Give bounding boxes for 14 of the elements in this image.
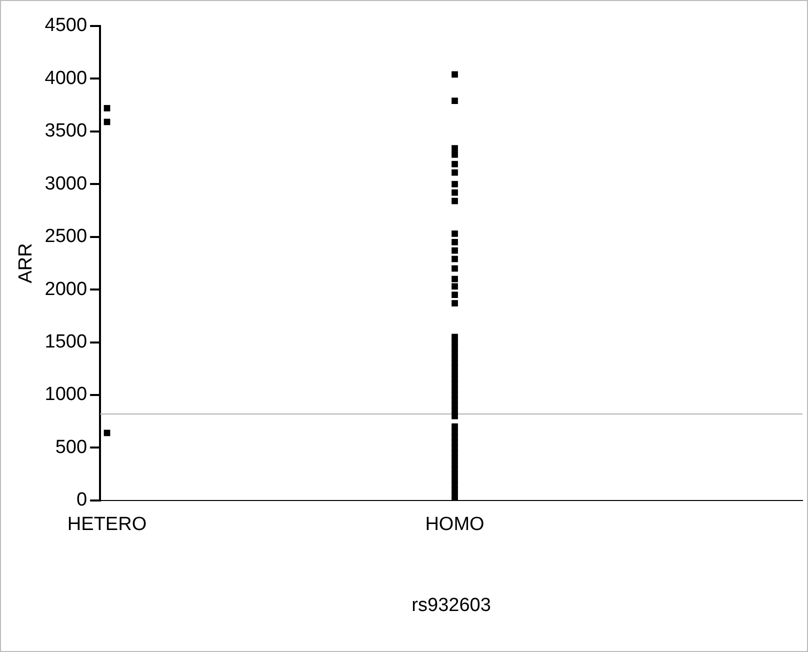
y-tick-label: 2000 [44,278,88,300]
y-tick-label: 4000 [44,68,88,89]
x-axis-title: rs932603 [412,594,491,616]
y-tick-label: 1000 [44,384,88,406]
y-tick-label: 1500 [44,332,88,352]
y-axis-title: ARR [16,243,37,284]
y-tick-label: 2500 [44,226,88,248]
x-tick-label: HETERO [67,514,147,536]
x-tick-label: HOMO [425,514,484,536]
y-tick-label: 3500 [44,120,88,142]
y-tick-label: 0 [76,490,88,511]
y-tick-label: 3000 [44,173,88,194]
y-tick-label: 4500 [44,15,88,36]
y-tick-label: 500 [55,436,88,458]
